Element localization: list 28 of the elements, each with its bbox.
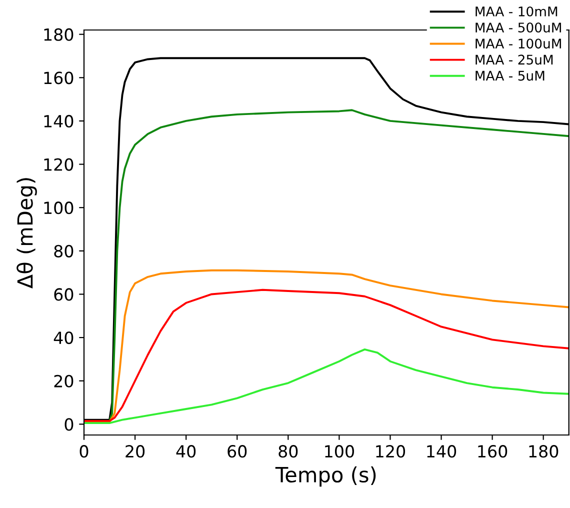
x-tick-label: 120 — [376, 445, 406, 458]
line-series — [84, 348, 569, 424]
legend-label: MAA - 5uM — [476, 70, 544, 81]
y-tick-label: 80 — [54, 244, 74, 258]
x-tick-label: 100 — [325, 445, 354, 458]
y-tick-label: 140 — [44, 114, 74, 128]
x-tick-label: 40 — [176, 445, 196, 458]
legend-label: MAA - 500uM — [476, 22, 561, 33]
x-tick-label: 20 — [126, 445, 145, 458]
x-tick-label: 180 — [529, 445, 558, 458]
legend-label: MAA - 100uM — [476, 38, 561, 49]
y-tick-label: 100 — [44, 202, 74, 214]
x-axis-title: Tempo (s) — [275, 466, 376, 487]
legend-label: MAA - 25uM — [476, 54, 553, 65]
y-tick-label: 160 — [44, 72, 74, 84]
x-tick-label: 80 — [278, 445, 298, 458]
y-tick-label: 60 — [54, 288, 74, 301]
y-tick-label: 120 — [44, 158, 74, 171]
y-tick-label: 180 — [44, 28, 74, 41]
legend-label: MAA - 10mM — [476, 6, 558, 16]
y-tick-label: 0 — [64, 418, 74, 431]
y-tick-label: 40 — [54, 332, 74, 344]
x-tick-label: 60 — [228, 445, 247, 458]
x-tick-label: 0 — [80, 445, 88, 458]
x-tick-label: 140 — [427, 445, 456, 458]
y-tick-label: 20 — [54, 374, 74, 388]
x-tick-label: 160 — [478, 445, 508, 458]
y-axis-title: Δθ (mDeg) — [16, 178, 37, 288]
